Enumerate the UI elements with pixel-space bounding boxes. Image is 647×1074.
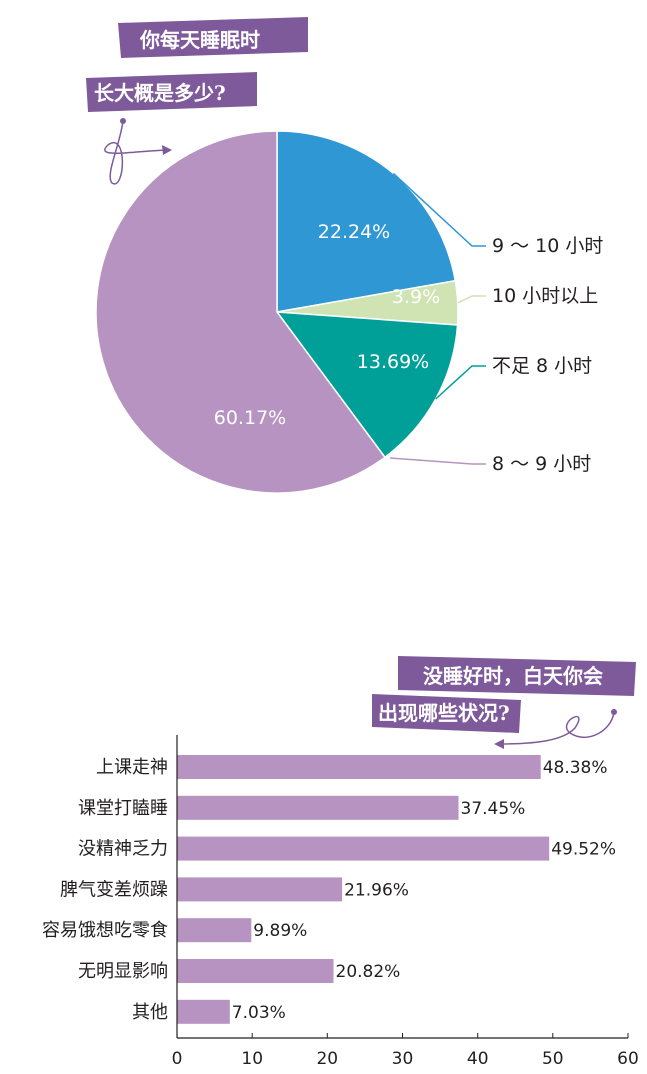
- x-tick-label: 60: [617, 1049, 639, 1069]
- pie-slice-label: 60.17%: [214, 407, 286, 429]
- bar: [177, 836, 550, 861]
- bar-value-label: 49.52%: [551, 840, 616, 860]
- pie-title-arrow: [104, 120, 171, 185]
- bar-title-arrow: [497, 711, 615, 745]
- pie-legend-label: 8 ～ 9 小时: [492, 453, 591, 475]
- bar-category-label: 脾气变差烦躁: [60, 879, 168, 900]
- bar-title-line2: 出现哪些状况?: [378, 701, 510, 725]
- bar: [177, 918, 252, 943]
- bar-title-tag: 没睡好时，白天你会 出现哪些状况?: [372, 656, 636, 749]
- bar-value-label: 9.89%: [253, 921, 307, 941]
- pie-title-tag-bg-1: [118, 17, 308, 58]
- bar: [177, 795, 459, 820]
- bar: [177, 755, 541, 779]
- bar-value-label: 20.82%: [336, 962, 401, 982]
- x-tick-label: 10: [241, 1049, 263, 1069]
- pie-title-line1: 你每天睡眠时: [139, 28, 260, 52]
- pie-slice-label: 3.9%: [392, 286, 440, 308]
- bar-value-label: 7.03%: [232, 1003, 286, 1023]
- pie-slice: [95, 130, 387, 494]
- bar-category-label: 没精神乏力: [78, 839, 168, 860]
- pie-title-arrow-dot: [120, 118, 126, 124]
- pie-legend-label: 10 小时以上: [492, 285, 598, 307]
- pie-title-line2: 长大概是多少?: [94, 81, 226, 105]
- bar-title-tag-bg-1: [398, 656, 636, 696]
- bar: [177, 999, 230, 1024]
- bar-title-tag-bg-2: [372, 694, 521, 733]
- bar-category-label: 容易饿想吃零食: [42, 920, 168, 941]
- bar-value-label: 37.45%: [461, 799, 526, 819]
- x-tick-label: 40: [467, 1049, 489, 1069]
- x-tick-label: 20: [316, 1049, 338, 1069]
- x-tick-label: 50: [542, 1049, 564, 1069]
- pie-leader-line: [389, 457, 486, 465]
- pie-title-tag: 你每天睡眠时 长大概是多少?: [86, 17, 308, 185]
- bar-title-line1: 没睡好时，白天你会: [423, 664, 603, 688]
- pie-chart: 22.24% 9 ～ 10 小时 3.9% 10 小时以上 13.69% 不足 8 小时 6…: [95, 130, 603, 494]
- bar-category-label: 上课走神: [96, 757, 168, 778]
- bar-title-arrow-head: [494, 739, 504, 749]
- bar-category-label: 其他: [132, 1002, 168, 1023]
- x-tick-label: 30: [392, 1049, 414, 1069]
- bar-category-label: 课堂打瞌睡: [78, 798, 168, 819]
- pie-slice-label: 13.69%: [357, 351, 429, 373]
- pie-leader-line: [392, 172, 486, 247]
- pie-slice: [275, 311, 459, 459]
- bar-value-label: 48.38%: [543, 758, 608, 778]
- pie-legend-label: 9 ～ 10 小时: [492, 235, 603, 257]
- pie-legend-label: 不足 8 小时: [492, 355, 592, 377]
- bar-title-arrow-dot: [611, 709, 617, 715]
- bar-value-label: 21.96%: [344, 880, 409, 900]
- pie-slice-label: 22.24%: [318, 221, 390, 243]
- pie-leader-line: [457, 295, 486, 304]
- bar-category-label: 无明显影响: [78, 961, 168, 982]
- bar-chart: 上课走神 48.38% 课堂打瞌睡 37.45% 没精神乏力 49.52% 脾气变差烦躁 21…: [42, 735, 639, 1069]
- x-tick-label: 0: [172, 1049, 183, 1069]
- bar: [177, 959, 334, 983]
- pie-title-arrow-head: [162, 145, 172, 155]
- bar: [177, 877, 343, 902]
- pie-title-tag-bg-2: [86, 72, 257, 112]
- pie-leader-line: [435, 365, 486, 400]
